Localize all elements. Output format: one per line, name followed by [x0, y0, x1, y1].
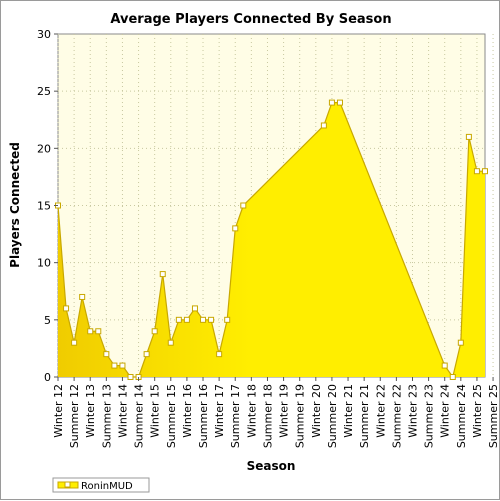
data-point — [127, 374, 134, 380]
x-tick-label: Summer 14 — [133, 384, 146, 448]
y-tick-label: 10 — [37, 257, 51, 270]
data-point — [111, 362, 118, 369]
data-point — [103, 351, 110, 358]
y-tick-label: 0 — [44, 371, 51, 384]
data-point — [63, 305, 70, 312]
legend: RoninMUD — [52, 477, 150, 493]
data-point — [119, 362, 126, 369]
legend-label-roninmud: RoninMUD — [81, 481, 133, 492]
data-point — [175, 316, 182, 323]
data-point — [441, 362, 448, 369]
x-tick-label: Winter 18 — [245, 384, 258, 438]
y-tick-label: 5 — [44, 314, 51, 327]
y-tick-label: 25 — [37, 85, 51, 98]
data-point — [224, 316, 231, 323]
y-axis-ticks: 0 5 10 15 20 25 30 — [37, 28, 58, 384]
data-point — [183, 316, 190, 323]
data-point — [151, 328, 158, 335]
x-tick-label: Winter 12 — [52, 384, 65, 438]
data-point — [449, 374, 456, 380]
data-point — [482, 168, 488, 175]
x-tick-label: Winter 25 — [471, 384, 484, 438]
x-tick-label: Summer 24 — [455, 384, 468, 448]
x-tick-label: Summer 15 — [165, 384, 178, 448]
data-point — [473, 168, 480, 175]
data-point — [240, 202, 247, 209]
data-point — [95, 328, 102, 335]
x-tick-label: Summer 12 — [68, 384, 81, 448]
data-point — [200, 316, 207, 323]
x-tick-label: Winter 17 — [213, 384, 226, 438]
data-point — [457, 339, 464, 346]
x-tick-label: Summer 23 — [423, 384, 436, 448]
y-tick-label: 20 — [37, 142, 51, 155]
data-point — [159, 271, 166, 278]
x-tick-label: Summer 13 — [100, 384, 113, 448]
data-point — [232, 225, 239, 232]
data-point — [143, 351, 150, 358]
x-tick-label: Winter 14 — [116, 384, 129, 438]
y-tick-label: 15 — [37, 200, 51, 213]
data-point — [87, 328, 94, 335]
x-tick-label: Summer 17 — [229, 384, 242, 448]
x-tick-label: Winter 21 — [342, 384, 355, 438]
series-area-fill — [58, 102, 485, 377]
y-tick-label: 30 — [37, 28, 51, 41]
x-tick-label: Winter 15 — [149, 384, 162, 438]
x-tick-label: Summer 25 — [487, 384, 500, 448]
data-point — [208, 316, 215, 323]
data-point — [328, 99, 335, 106]
x-tick-label: Winter 24 — [439, 384, 452, 438]
x-tick-label: Summer 16 — [197, 384, 210, 448]
chart-title: Average Players Connected By Season — [110, 12, 391, 27]
x-tick-label: Winter 13 — [84, 384, 97, 438]
data-point — [71, 339, 78, 346]
data-point — [79, 293, 86, 300]
x-axis-title: Season — [247, 459, 296, 473]
x-tick-label: Summer 20 — [326, 384, 339, 448]
x-tick-label: Winter 22 — [374, 384, 387, 438]
y-axis-title: Players Connected — [8, 142, 22, 268]
x-tick-label: Winter 19 — [278, 384, 291, 438]
data-point — [191, 305, 198, 312]
x-tick-label: Summer 21 — [358, 384, 371, 448]
x-tick-label: Summer 19 — [294, 384, 307, 448]
data-point — [320, 122, 327, 129]
series-markers — [55, 99, 488, 380]
data-point — [465, 133, 472, 140]
x-tick-label: Summer 18 — [261, 384, 274, 448]
x-tick-label: Winter 23 — [406, 384, 419, 438]
x-tick-label: Summer 22 — [390, 384, 403, 448]
x-tick-label: Winter 20 — [310, 384, 323, 438]
legend-marker — [64, 481, 71, 488]
data-point — [167, 339, 174, 346]
data-point — [216, 351, 223, 358]
x-tick-label: Winter 16 — [181, 384, 194, 438]
x-axis-ticks: Winter 12 Summer 12 Winter 13 Summer 13 Wint… — [52, 377, 500, 448]
data-point — [336, 99, 343, 106]
